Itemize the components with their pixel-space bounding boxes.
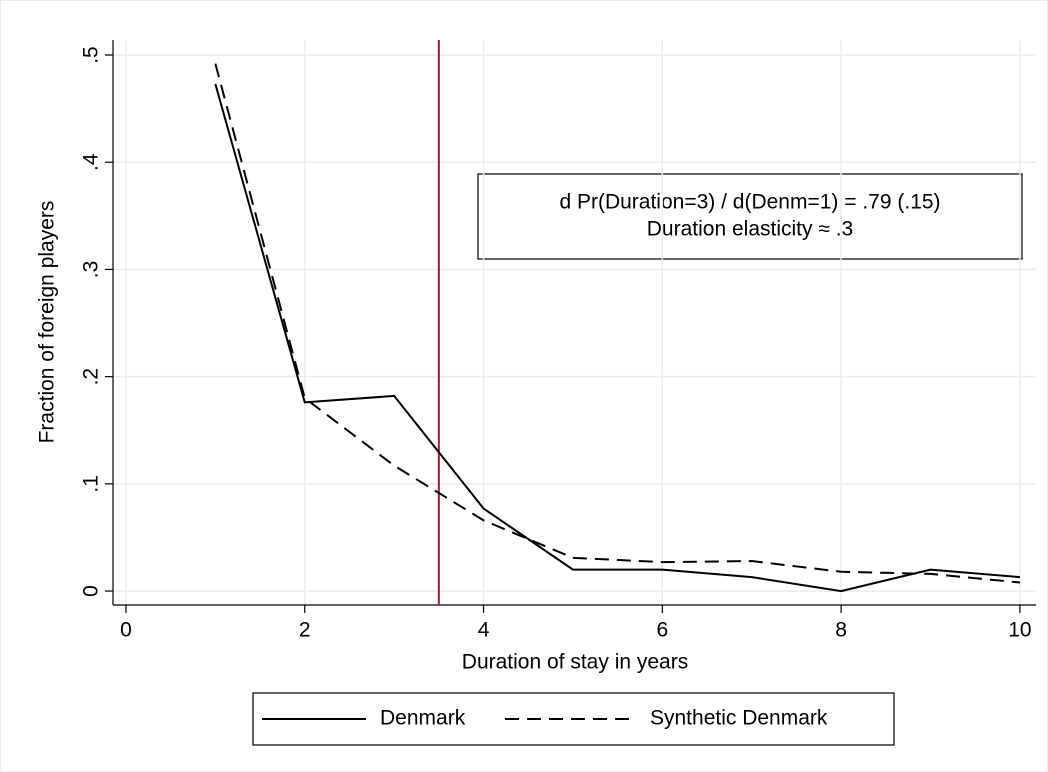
annotation: d Pr(Duration=3) / d(Denm=1) = .79 (.15) bbox=[559, 191, 940, 214]
x-tick-label: 8 bbox=[835, 619, 847, 642]
series-line bbox=[214, 63, 1021, 584]
x-tick-label: 10 bbox=[1008, 619, 1031, 642]
x-tick-label: 4 bbox=[478, 619, 490, 642]
series-line bbox=[214, 83, 1020, 593]
y-tick-label: .3 bbox=[80, 261, 103, 279]
legend-label: Denmark bbox=[380, 707, 466, 730]
plot-area bbox=[113, 40, 1036, 605]
legend-label: Synthetic Denmark bbox=[650, 707, 828, 730]
y-axis-label: Fraction of foreign players bbox=[36, 201, 59, 444]
y-tick-label: .1 bbox=[80, 475, 103, 493]
x-tick-label: 6 bbox=[656, 619, 668, 642]
annotation: Duration elasticity ≈ .3 bbox=[647, 218, 853, 241]
x-tick-label: 0 bbox=[120, 619, 132, 642]
y-tick-label: 0 bbox=[80, 585, 103, 597]
x-axis-label: Duration of stay in years bbox=[462, 651, 688, 674]
y-tick-label: .2 bbox=[80, 368, 103, 386]
y-tick-label: .4 bbox=[80, 153, 103, 171]
annotation-box bbox=[477, 173, 1023, 260]
y-tick-label: .5 bbox=[80, 46, 103, 64]
x-tick-label: 2 bbox=[299, 619, 311, 642]
